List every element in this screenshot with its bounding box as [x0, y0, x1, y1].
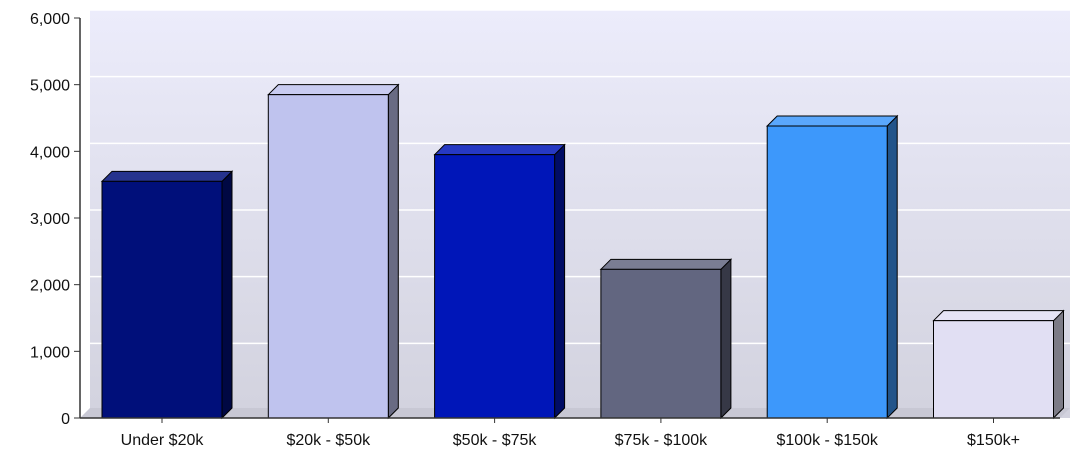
plot-background	[90, 10, 1070, 418]
y-tick-label: 0	[61, 411, 70, 428]
y-tick-label: 1,000	[30, 344, 70, 361]
y-tick-label: 2,000	[30, 278, 70, 295]
x-tick-label: $20k - $50k	[286, 432, 371, 449]
bar-side-face	[886, 114, 898, 420]
bar	[267, 83, 400, 420]
x-tick-label: $100k - $150k	[776, 432, 878, 449]
gridline-side	[79, 9, 91, 19]
y-tick-label: 6,000	[30, 11, 70, 28]
bar-side-face	[554, 143, 566, 420]
bar-front-face	[434, 154, 556, 419]
bar	[765, 114, 899, 420]
bar-front-face	[600, 268, 722, 419]
bar	[599, 258, 733, 420]
bar-side-face	[1053, 309, 1064, 420]
y-tick-label: 5,000	[30, 78, 70, 95]
bar-front-face	[101, 180, 223, 419]
gridline-side	[79, 209, 91, 219]
gridline-side	[79, 76, 91, 86]
bar-top-face	[267, 84, 400, 96]
bar-top-face	[932, 310, 1065, 322]
gridlines	[79, 9, 1070, 352]
gridline-side	[79, 142, 91, 152]
bar	[932, 309, 1065, 420]
x-tick-label: Under $20k	[121, 432, 205, 449]
bar-front-face	[933, 320, 1054, 419]
gridline-side	[79, 342, 91, 352]
bar-side-face	[387, 83, 399, 420]
x-tick-label: $75k - $100k	[615, 432, 709, 449]
bar	[100, 170, 234, 420]
axes	[79, 18, 1060, 419]
bar	[433, 143, 566, 420]
bar-front-face	[267, 94, 389, 419]
bar-top-face	[433, 144, 566, 156]
bar-top-face	[599, 258, 733, 270]
bar-top-face	[765, 115, 899, 127]
y-tick-label: 3,000	[30, 211, 70, 228]
x-tick-label: $50k - $75k	[453, 432, 538, 449]
x-tick-label: $150k+	[967, 432, 1020, 449]
bar-side-face	[720, 258, 732, 420]
bars	[100, 83, 1065, 420]
x-axis-labels: Under $20k $20k - $50k $50k - $75k $75k - $…	[121, 418, 1020, 449]
gridline-side	[79, 276, 91, 286]
bar-top-face	[100, 170, 234, 182]
y-tick-label: 4,000	[30, 144, 70, 161]
bar-front-face	[766, 125, 888, 419]
y-axis-ticks: 0 1,000 2,000 3,000 4,000 5,000 6,000	[30, 11, 80, 428]
bar-side-face	[221, 170, 233, 420]
